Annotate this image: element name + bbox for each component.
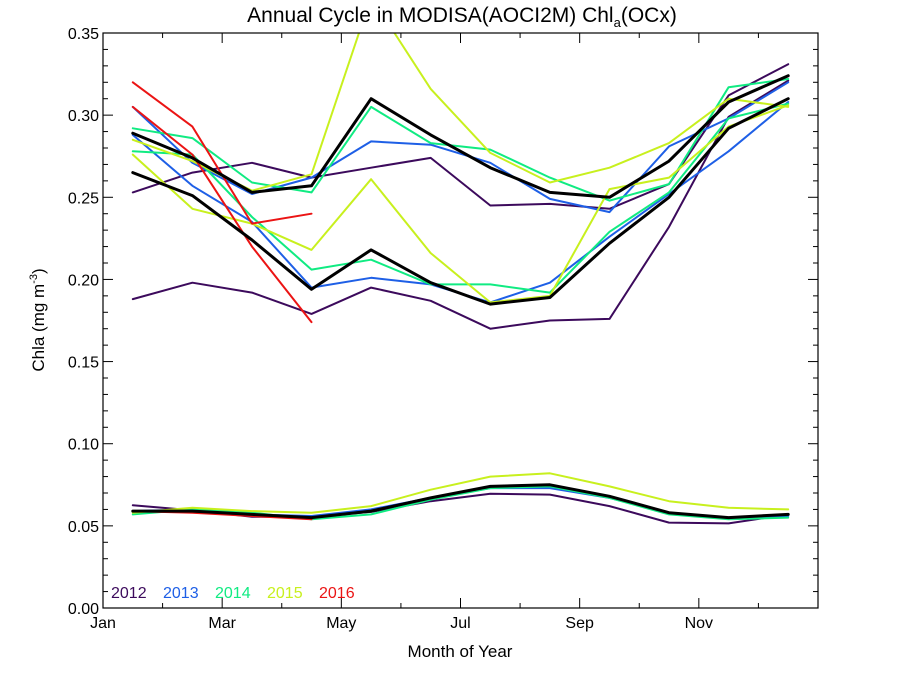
series-line-2016-14 — [131, 105, 313, 324]
x-tick-label: May — [326, 615, 356, 632]
series-line-2014-9 — [131, 485, 790, 521]
y-tick-label: 0.25 — [68, 190, 99, 207]
series-line-2015-10 — [131, 33, 790, 192]
y-tick-label: 0.20 — [68, 272, 99, 289]
series-line-2012-3 — [131, 492, 790, 525]
y-axis: 0.00 0.05 0.10 0.15 0.20 0.25 0.30 0.35 — [68, 26, 818, 618]
y-tick-label: 0.30 — [68, 108, 99, 125]
y-axis-title: Chla (mg m-3) — [28, 268, 48, 371]
legend-label-2015: 2015 — [267, 585, 303, 602]
series-line-mean-18 — [131, 483, 790, 520]
legend-label-2016: 2016 — [319, 585, 355, 602]
x-tick-label: Jan — [90, 615, 116, 632]
series-line-2013-5 — [131, 101, 790, 304]
legend: 2012 2013 2014 2015 2016 — [111, 585, 355, 602]
chart-title: Annual Cycle in MODISA(AOCI2M) Chla(OCx) — [247, 4, 677, 30]
legend-label-2014: 2014 — [215, 585, 251, 602]
legend-label-2012: 2012 — [111, 585, 147, 602]
series-line-2015-12 — [131, 472, 790, 514]
series-line-2015-11 — [131, 104, 790, 304]
x-tick-label: Sep — [565, 615, 594, 632]
x-axis: Jan Mar May Jul Sep Nov — [90, 33, 759, 632]
x-tick-label: Nov — [685, 615, 713, 632]
y-tick-label: 0.35 — [68, 26, 99, 43]
series-line-2014-8 — [131, 102, 790, 294]
series-line-mean-16 — [131, 74, 790, 199]
x-tick-label: Mar — [208, 615, 236, 632]
x-axis-title: Month of Year — [408, 642, 513, 661]
series-layer — [131, 33, 790, 525]
y-tick-label: 0.05 — [68, 519, 99, 536]
y-tick-label: 0.10 — [68, 437, 99, 454]
plot-area: Jan Mar May Jul Sep Nov 0.000.050.100.150.200… — [68, 26, 819, 632]
legend-label-2013: 2013 — [163, 585, 199, 602]
x-tick-label: Jul — [450, 615, 470, 632]
series-line-mean-17 — [131, 97, 790, 306]
y-tick-label: 0.15 — [68, 355, 99, 372]
series-line-2013-4 — [131, 81, 790, 214]
y-tick-label: 0.00 — [68, 601, 99, 618]
series-line-2012-2 — [131, 79, 790, 330]
